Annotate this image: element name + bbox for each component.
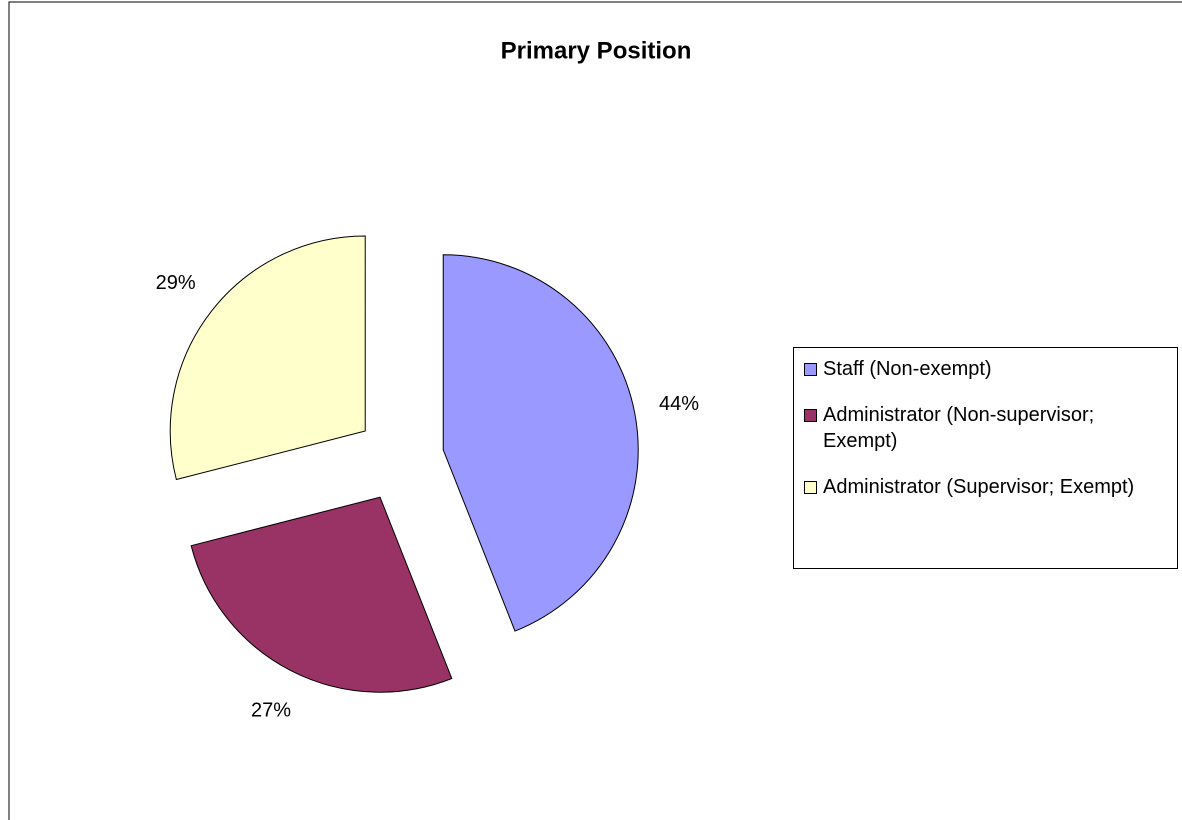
- legend-swatch: [804, 409, 817, 422]
- data-label: 27%: [251, 699, 291, 721]
- pie-slice: [442, 254, 639, 632]
- legend-item: Administrator (Supervisor; Exempt): [804, 474, 1167, 500]
- data-label: 29%: [156, 272, 196, 294]
- chart-title: Primary Position: [501, 37, 692, 64]
- legend-label: Administrator (Non-supervisor; Exempt): [823, 404, 1095, 452]
- legend-swatch: [804, 481, 817, 494]
- pie-slice: [190, 496, 453, 693]
- legend-item: Staff (Non-exempt): [804, 356, 1167, 382]
- legend-swatch: [804, 363, 817, 376]
- legend-label: Administrator (Supervisor; Exempt): [823, 476, 1135, 498]
- data-label: 44%: [659, 393, 699, 415]
- pie-slice: [169, 235, 366, 481]
- legend-label: Staff (Non-exempt): [823, 358, 992, 380]
- legend: Staff (Non-exempt) Administrator (Non-sup…: [793, 347, 1178, 569]
- legend-item: Administrator (Non-supervisor; Exempt): [804, 402, 1167, 454]
